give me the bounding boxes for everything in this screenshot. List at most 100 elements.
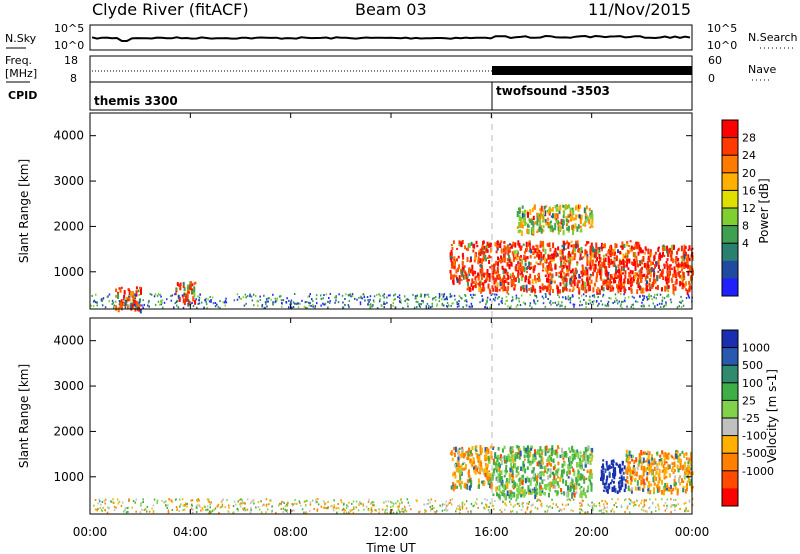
heatmap-cell <box>157 300 160 303</box>
heatmap-cell <box>522 265 525 272</box>
heatmap-cell <box>177 306 180 309</box>
heatmap-cell <box>391 508 393 511</box>
heatmap-cell <box>536 475 539 482</box>
heatmap-cell <box>562 204 565 208</box>
heatmap-cell <box>457 302 460 305</box>
heatmap-cell <box>592 303 595 305</box>
colorbar-tick-label: 1000 <box>742 342 770 355</box>
heatmap-cell <box>528 241 531 246</box>
heatmap-cell <box>638 453 641 459</box>
heatmap-cell <box>657 265 660 270</box>
heatmap-cell <box>518 256 521 261</box>
heatmap-cell <box>520 266 523 272</box>
heatmap-cell <box>498 274 501 279</box>
heatmap-cell <box>667 251 669 257</box>
heatmap-cell <box>157 293 160 296</box>
heatmap-cell <box>621 482 624 487</box>
heatmap-cell <box>605 284 608 287</box>
heatmap-cell <box>556 213 559 219</box>
heatmap-cell <box>601 242 603 249</box>
heatmap-cell <box>607 287 609 291</box>
heatmap-cell <box>556 252 559 257</box>
heatmap-cell <box>560 508 562 511</box>
heatmap-cell <box>590 210 593 215</box>
heatmap-cell <box>687 510 690 512</box>
heatmap-cell <box>511 510 514 513</box>
heatmap-cell <box>675 504 677 507</box>
heatmap-cell <box>605 269 608 272</box>
heatmap-cell <box>584 252 587 257</box>
heatmap-cell <box>226 498 228 501</box>
heatmap-cell <box>517 471 520 476</box>
heatmap-cell <box>532 223 535 228</box>
heatmap-cell <box>572 295 574 298</box>
heatmap-cell <box>236 293 239 296</box>
heatmap-cell <box>638 270 641 273</box>
heatmap-cell <box>474 253 477 259</box>
heatmap-cell <box>143 303 145 306</box>
heatmap-cell <box>622 471 625 475</box>
heatmap-cell <box>600 509 602 512</box>
heatmap-cell <box>589 469 592 475</box>
heatmap-cell <box>433 296 436 299</box>
heatmap-cell <box>351 295 354 297</box>
heatmap-cell <box>589 273 592 277</box>
heatmap-cell <box>489 445 492 449</box>
heatmap-cell <box>619 465 622 468</box>
heatmap-cell <box>597 269 600 272</box>
heatmap-cell <box>484 254 487 260</box>
colorbar-tick-label: 20 <box>742 167 756 180</box>
heatmap-cell <box>550 459 553 462</box>
heatmap-cell <box>94 499 97 501</box>
heatmap-cell <box>649 278 651 282</box>
heatmap-cell <box>481 467 483 470</box>
heatmap-cell <box>554 205 557 209</box>
heatmap-cell <box>643 252 646 255</box>
heatmap-cell <box>625 256 628 261</box>
heatmap-cell <box>205 297 207 300</box>
heatmap-cell <box>135 498 137 501</box>
heatmap-cell <box>564 255 567 261</box>
heatmap-cell <box>233 500 236 503</box>
heatmap-cell <box>600 300 602 303</box>
heatmap-cell <box>572 303 575 306</box>
heatmap-cell <box>547 509 549 512</box>
heatmap-cell <box>639 260 642 264</box>
heatmap-cell <box>542 229 545 232</box>
heatmap-cell <box>542 254 545 259</box>
heatmap-cell <box>370 303 372 306</box>
heatmap-cell <box>611 285 614 288</box>
heatmap-cell <box>453 447 456 451</box>
heatmap-cell <box>535 261 538 265</box>
heatmap-cell <box>530 477 533 482</box>
heatmap-cell <box>509 273 512 277</box>
heatmap-cell <box>486 499 488 502</box>
heatmap-cell <box>187 286 190 290</box>
heatmap-cell <box>625 480 628 483</box>
heatmap-cell <box>642 470 645 477</box>
heatmap-cell <box>293 509 295 512</box>
heatmap-cell <box>255 295 257 297</box>
heatmap-cell <box>516 211 519 214</box>
heatmap-cell <box>422 300 424 303</box>
heatmap-cell <box>372 501 375 504</box>
heatmap-cell <box>446 504 448 507</box>
heatmap-cell <box>454 483 457 490</box>
heatmap-cell <box>456 485 459 489</box>
heatmap-cell <box>567 245 570 249</box>
heatmap-cell <box>642 256 645 262</box>
heatmap-cell <box>488 470 491 473</box>
heatmap-cell <box>146 510 148 513</box>
heatmap-cell <box>281 305 283 308</box>
heatmap-cell <box>406 302 409 305</box>
heatmap-cell <box>276 297 278 300</box>
heatmap-cell <box>677 503 679 506</box>
heatmap-cell <box>608 282 611 287</box>
heatmap-cell <box>664 452 667 458</box>
heatmap-cell <box>96 301 98 304</box>
x-tick-label: 20:00 <box>574 525 609 539</box>
heatmap-cell <box>480 250 483 255</box>
heatmap-cell <box>683 453 686 458</box>
heatmap-cell <box>383 296 385 299</box>
heatmap-cell <box>367 500 370 503</box>
